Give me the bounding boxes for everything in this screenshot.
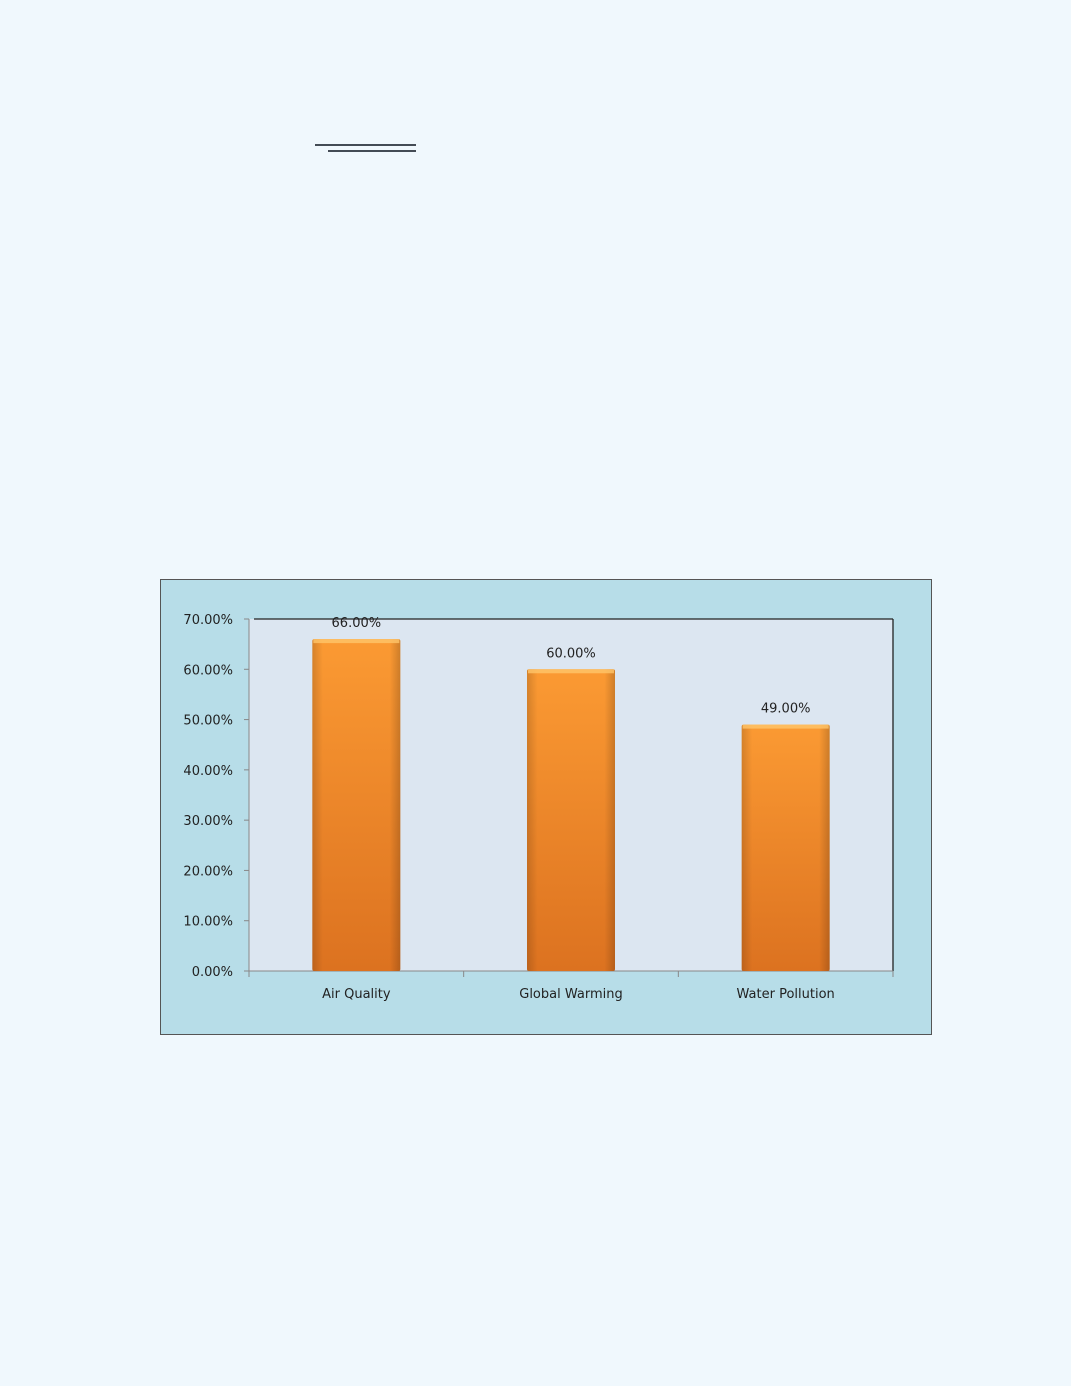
- x-tick-label: Air Quality: [322, 987, 391, 1002]
- bar-top-highlight: [313, 639, 400, 644]
- bar-shading: [527, 669, 615, 971]
- y-tick-label: 30.00%: [183, 814, 233, 829]
- y-tick-label: 60.00%: [183, 663, 233, 678]
- y-tick-label: 20.00%: [183, 864, 233, 879]
- y-tick-label: 0.00%: [192, 965, 233, 980]
- y-tick-label: 70.00%: [183, 613, 233, 628]
- data-label: 66.00%: [332, 616, 382, 631]
- y-tick-label: 40.00%: [183, 764, 233, 779]
- bar-shading: [741, 724, 830, 971]
- data-label: 49.00%: [761, 702, 811, 717]
- bar-top-highlight: [742, 724, 829, 729]
- x-tick-label: Global Warming: [519, 987, 622, 1002]
- x-tick-label: Water Pollution: [737, 987, 835, 1002]
- bar-top-highlight: [528, 669, 614, 674]
- decorative-rule-top: [315, 144, 416, 146]
- chart-svg: 0.00% 10.00% 20.00% 30.00% 40.00% 50.00% 60.00…: [183, 613, 894, 1002]
- bar-shading: [312, 639, 401, 971]
- y-tick-label: 10.00%: [183, 915, 233, 930]
- y-tick-label: 50.00%: [183, 714, 233, 729]
- bar-chart: 0.00% 10.00% 20.00% 30.00% 40.00% 50.00% 60.00…: [160, 579, 932, 1035]
- data-label: 60.00%: [546, 646, 596, 661]
- decorative-rule-bottom: [328, 150, 416, 152]
